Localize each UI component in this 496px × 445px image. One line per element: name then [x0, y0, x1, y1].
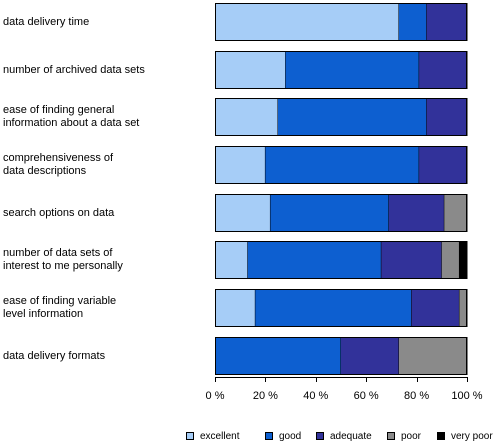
bar-segment-good	[285, 51, 420, 89]
bar-segment-good	[270, 194, 389, 232]
bar-segment-adequate	[411, 289, 460, 327]
legend-swatch	[265, 432, 273, 441]
category-label: search options on data	[3, 206, 115, 219]
bar-segment-adequate	[419, 51, 467, 89]
legend-swatch	[437, 432, 445, 441]
legend-label: poor	[401, 431, 422, 442]
bar-segment-good	[247, 241, 382, 279]
bar-segment-poor	[459, 289, 467, 327]
bar-outline	[215, 337, 467, 375]
category-label: data delivery formats	[3, 349, 106, 362]
bar-outline	[215, 194, 467, 232]
bar-segment-good	[265, 146, 420, 184]
legend-item-good: good	[265, 432, 301, 442]
bar-segment-excellent	[215, 98, 278, 136]
bar-segment-very-poor	[459, 241, 467, 279]
legend-swatch	[186, 432, 194, 441]
bar-segment-good	[255, 289, 412, 327]
legend-item-very-poor: very poor	[437, 432, 493, 442]
bar-segment-excellent	[215, 146, 266, 184]
category-label: ease of finding variable level informati…	[3, 295, 117, 320]
bar-segment-adequate	[426, 98, 467, 136]
legend-swatch	[387, 432, 395, 441]
bar-segment-adequate	[341, 337, 399, 375]
bar-outline	[215, 241, 467, 279]
legend-item-poor: poor	[387, 432, 421, 442]
x-tick-label: 40 %	[303, 390, 329, 402]
legend-label: excellent	[200, 431, 240, 442]
bar-segment-excellent	[215, 241, 248, 279]
bar-segment-good	[278, 98, 427, 136]
bar-segment-poor	[444, 194, 467, 232]
bar-outline	[215, 98, 467, 136]
category-label: ease of finding general information abou…	[3, 104, 140, 129]
x-tick-label: 60 %	[353, 390, 379, 402]
bar-segment-excellent	[215, 3, 399, 41]
legend-swatch	[316, 432, 324, 441]
category-label: number of data sets of interest to me pe…	[3, 247, 123, 272]
legend-item-adequate: adequate	[316, 432, 372, 442]
chart-legend: excellent good adequate poor very poor	[0, 432, 496, 444]
x-tick-label: 0 %	[205, 390, 225, 402]
legend-label: very poor	[451, 431, 493, 442]
category-label: data delivery time	[3, 15, 90, 28]
bar-segment-adequate	[419, 146, 467, 184]
bar-segment-adequate	[426, 3, 467, 41]
bar-segment-excellent	[215, 194, 271, 232]
bar-segment-adequate	[381, 241, 442, 279]
bar-segment-excellent	[215, 289, 256, 327]
bar-segment-good	[215, 337, 341, 375]
bar-segment-adequate	[388, 194, 445, 232]
bar-segment-poor	[398, 337, 467, 375]
bar-segment-good	[398, 3, 427, 41]
bar-segment-excellent	[215, 51, 286, 89]
bar-segment-poor	[441, 241, 460, 279]
legend-label: adequate	[330, 431, 372, 442]
category-label: number of archived data sets	[3, 63, 145, 76]
bar-outline	[215, 289, 467, 327]
legend-item-excellent: excellent	[186, 432, 239, 442]
bar-outline	[215, 51, 467, 89]
x-tick-label: 80 %	[404, 390, 430, 402]
legend-label: good	[279, 431, 302, 442]
category-label: comprehensiveness of data descriptions	[3, 152, 114, 177]
bar-outline	[215, 3, 467, 41]
x-tick-label: 100 %	[451, 390, 483, 402]
bar-outline	[215, 146, 467, 184]
x-tick-label: 20 %	[252, 390, 278, 402]
